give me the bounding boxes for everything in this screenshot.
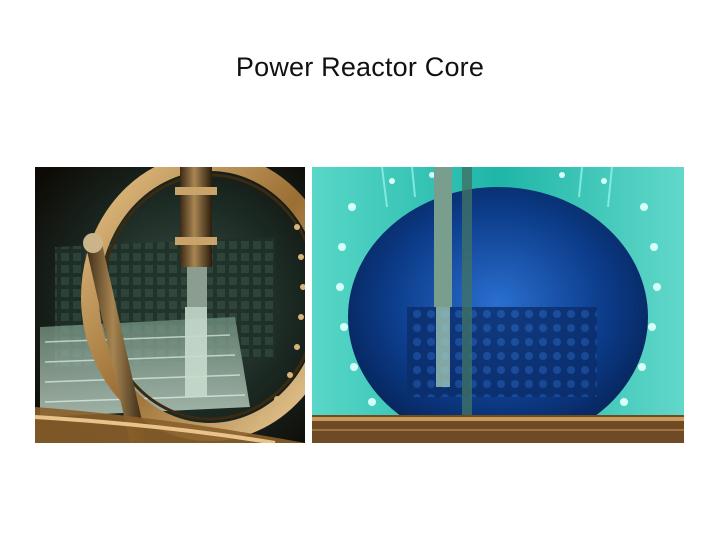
slide-title: Power Reactor Core (235, 52, 485, 82)
reactor-core-photo-right (312, 167, 684, 443)
reactor-core-photo-left (35, 167, 305, 443)
